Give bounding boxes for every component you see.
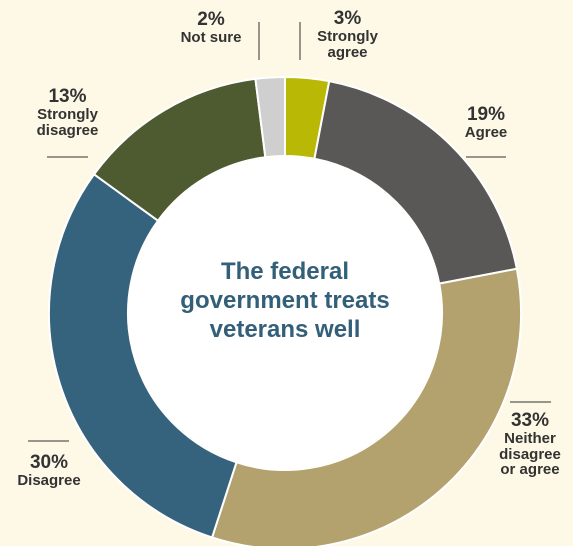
donut-slice-neither-disagree-or-agree: [210, 267, 522, 546]
label-strongly-disagree: 13% Strongly disagree: [20, 87, 115, 138]
chart-center-title: The federal government treats veterans w…: [165, 258, 405, 344]
donut-hole: [129, 157, 441, 469]
donut-slice-agree: [313, 80, 518, 285]
center-title-line: veterans well: [209, 315, 361, 343]
donut-slice-disagree: [48, 172, 238, 539]
label-not-sure: 2% Not sure: [170, 10, 252, 46]
label-agree: 19% Agree: [446, 105, 526, 141]
label-neither: 33% Neither disagree or agree: [488, 411, 572, 478]
label-disagree-text: Disagree: [17, 471, 81, 489]
label-neither-text: Neither: [504, 429, 556, 447]
label-not-sure-value: 2%: [197, 9, 225, 30]
donut-slice-not-sure: [254, 75, 286, 159]
label-strongly-agree: 3% Strongly agree: [305, 9, 390, 60]
label-strongly-agree-text: agree: [327, 43, 368, 61]
label-strongly-agree-text: Strongly: [317, 27, 378, 45]
label-disagree: 30% Disagree: [8, 453, 90, 489]
label-neither-text: or agree: [500, 461, 560, 479]
label-strongly-disagree-text: disagree: [36, 121, 99, 139]
leader-lines: [28, 22, 551, 442]
label-strongly-disagree-text: Strongly: [37, 105, 98, 123]
donut-slices: [48, 75, 522, 546]
label-neither-value: 33%: [510, 410, 550, 431]
label-not-sure-text: Not sure: [180, 28, 242, 46]
label-neither-text: disagree: [499, 445, 561, 463]
label-strongly-agree-value: 3%: [333, 8, 362, 29]
label-agree-value: 19%: [466, 104, 506, 125]
label-strongly-disagree-value: 13%: [48, 86, 87, 107]
label-agree-text: Agree: [464, 123, 508, 141]
center-title-line: government treats: [180, 286, 390, 314]
label-disagree-value: 30%: [29, 452, 69, 473]
center-title-line: The federal: [220, 258, 350, 285]
